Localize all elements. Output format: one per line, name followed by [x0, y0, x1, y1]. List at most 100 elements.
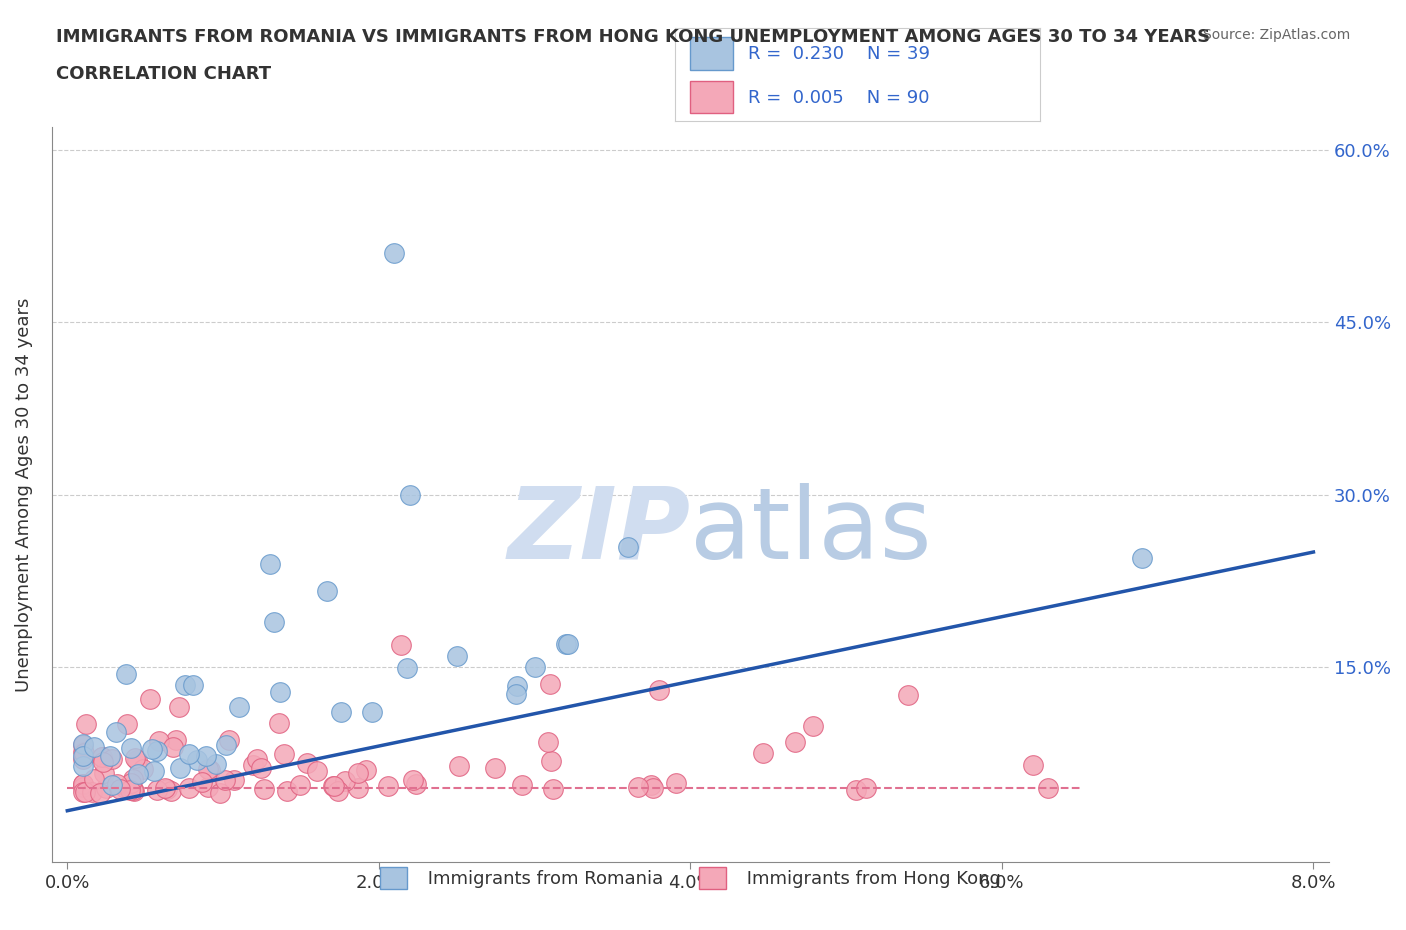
Y-axis label: Unemployment Among Ages 30 to 34 years: Unemployment Among Ages 30 to 34 years [15, 298, 32, 692]
Point [83, 739, 105, 754]
Point [538, 677, 561, 692]
Point [329, 705, 352, 720]
Text: R =  0.230    N = 39: R = 0.230 N = 39 [748, 45, 929, 63]
Point [165, 732, 187, 747]
Point [855, 780, 877, 795]
Point [122, 772, 145, 787]
Point [93, 765, 115, 780]
Point [91, 750, 114, 764]
Point [845, 782, 868, 797]
Point [218, 732, 240, 747]
FancyBboxPatch shape [689, 37, 734, 70]
Point [267, 715, 290, 730]
Point [98, 749, 121, 764]
Point [305, 764, 328, 778]
Point [783, 734, 806, 749]
Point [205, 756, 228, 771]
Point [132, 762, 155, 777]
Point [377, 778, 399, 793]
Point [356, 763, 378, 777]
Point [146, 744, 169, 759]
Point [446, 648, 468, 663]
Point [333, 773, 356, 788]
Point [72, 737, 94, 752]
Point [186, 753, 208, 768]
Point [269, 684, 291, 699]
Text: Source: ZipAtlas.com: Source: ZipAtlas.com [1202, 28, 1350, 42]
Text: ZIP: ZIP [508, 483, 690, 579]
Point [72, 785, 94, 800]
Point [384, 246, 406, 260]
Point [143, 764, 166, 778]
Text: R =  0.005    N = 90: R = 0.005 N = 90 [748, 88, 929, 107]
Point [105, 777, 128, 791]
Point [242, 758, 264, 773]
Point [120, 776, 142, 790]
Point [541, 781, 564, 796]
Point [616, 539, 638, 554]
Point [665, 776, 688, 790]
Point [156, 781, 179, 796]
Point [322, 778, 344, 793]
Point [75, 716, 97, 731]
Point [1130, 551, 1153, 565]
Point [1036, 781, 1059, 796]
Point [183, 678, 205, 693]
Point [121, 783, 143, 798]
Point [122, 784, 145, 799]
Point [114, 666, 136, 681]
Point [72, 777, 94, 791]
Point [253, 781, 276, 796]
Point [752, 745, 775, 760]
Point [72, 777, 94, 791]
Point [405, 777, 427, 791]
Point [177, 747, 200, 762]
Point [315, 584, 337, 599]
Point [125, 752, 148, 767]
Point [114, 780, 136, 795]
Point [523, 659, 546, 674]
Point [484, 761, 506, 776]
Point [505, 679, 527, 694]
Point [167, 699, 190, 714]
Point [640, 777, 662, 792]
Point [396, 661, 419, 676]
Point [399, 487, 422, 502]
Point [105, 724, 128, 739]
Point [101, 752, 124, 767]
Point [90, 750, 112, 764]
Point [200, 763, 222, 777]
Point [537, 735, 560, 750]
Point [80, 785, 103, 800]
Point [120, 783, 142, 798]
Point [117, 717, 139, 732]
Point [169, 761, 191, 776]
Point [83, 772, 105, 787]
Point [209, 786, 232, 801]
Point [273, 746, 295, 761]
Point [402, 772, 425, 787]
Point [72, 759, 94, 774]
Point [194, 748, 217, 763]
Legend:  Immigrants from Romania,  Immigrants from Hong Kong: Immigrants from Romania, Immigrants from… [371, 857, 1010, 897]
Point [190, 774, 212, 789]
Point [174, 678, 197, 693]
Point [557, 637, 579, 652]
Point [197, 762, 219, 777]
Point [160, 784, 183, 799]
Point [643, 780, 665, 795]
Point [124, 751, 146, 765]
Point [215, 737, 238, 752]
Point [146, 782, 169, 797]
Point [347, 780, 370, 795]
Point [897, 687, 920, 702]
Point [288, 777, 311, 792]
Point [554, 636, 576, 651]
Point [89, 786, 111, 801]
Point [627, 780, 650, 795]
Point [222, 772, 245, 787]
Point [510, 777, 533, 792]
Point [197, 779, 219, 794]
Point [93, 754, 115, 769]
Point [94, 781, 117, 796]
